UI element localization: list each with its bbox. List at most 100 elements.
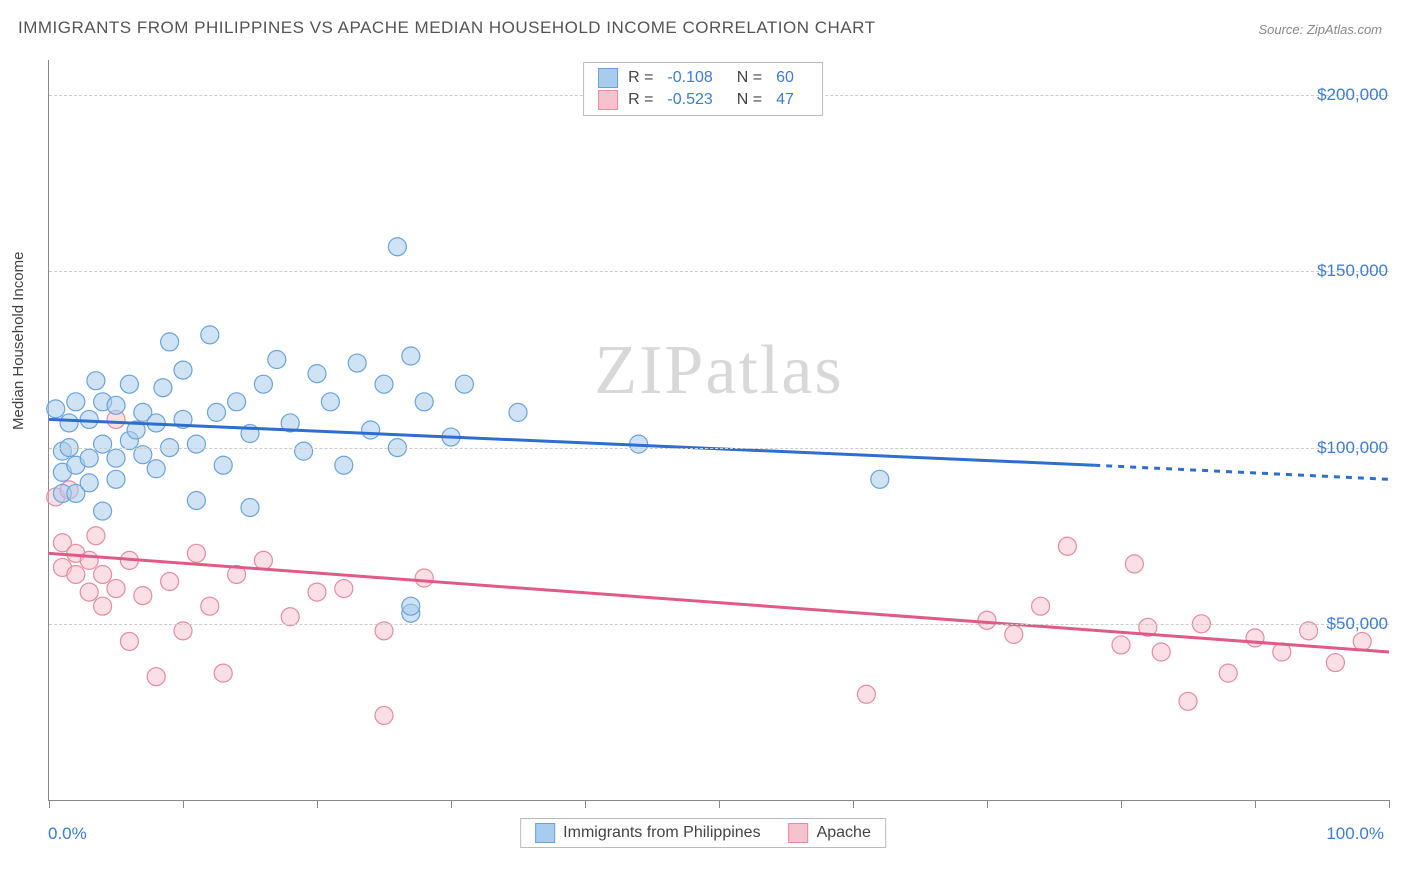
legend-item-a: Immigrants from Philippines xyxy=(535,823,760,843)
data-point xyxy=(147,668,165,686)
y-tick-label: $200,000 xyxy=(1317,85,1388,105)
legend-item-b: Apache xyxy=(789,823,871,843)
data-point xyxy=(60,414,78,432)
data-point xyxy=(362,421,380,439)
x-tick xyxy=(49,800,50,808)
data-point xyxy=(335,580,353,598)
x-tick-left: 0.0% xyxy=(48,824,87,844)
r-label-a: R = xyxy=(628,69,653,87)
data-point xyxy=(241,499,259,517)
data-point xyxy=(94,502,112,520)
data-point xyxy=(1112,636,1130,654)
n-value-a: 60 xyxy=(776,69,794,87)
data-point xyxy=(335,456,353,474)
data-point xyxy=(107,396,125,414)
data-point xyxy=(1326,654,1344,672)
x-tick xyxy=(719,800,720,808)
legend-label-b: Apache xyxy=(817,824,871,842)
data-point xyxy=(1246,629,1264,647)
data-point xyxy=(1032,597,1050,615)
series-legend: Immigrants from Philippines Apache xyxy=(520,818,886,848)
data-point xyxy=(174,361,192,379)
data-point xyxy=(87,372,105,390)
swatch-a-icon xyxy=(535,823,555,843)
data-point xyxy=(107,449,125,467)
data-point xyxy=(857,685,875,703)
swatch-a-icon xyxy=(598,68,618,88)
trend-line xyxy=(49,553,1389,652)
data-point xyxy=(1353,632,1371,650)
data-point xyxy=(455,375,473,393)
data-point xyxy=(187,435,205,453)
y-tick-label: $50,000 xyxy=(1327,614,1388,634)
data-point xyxy=(295,442,313,460)
stats-row-a: R = -0.108 N = 60 xyxy=(598,67,808,89)
data-point xyxy=(80,551,98,569)
data-point xyxy=(1005,625,1023,643)
data-point xyxy=(47,400,65,418)
x-tick xyxy=(451,800,452,808)
data-point xyxy=(208,403,226,421)
data-point xyxy=(375,375,393,393)
x-tick xyxy=(183,800,184,808)
x-tick xyxy=(317,800,318,808)
gridline xyxy=(49,271,1389,272)
data-point xyxy=(978,611,996,629)
data-point xyxy=(161,573,179,591)
x-tick xyxy=(585,800,586,808)
data-point xyxy=(120,375,138,393)
swatch-b-icon xyxy=(789,823,809,843)
data-point xyxy=(254,375,272,393)
stats-legend: R = -0.108 N = 60 R = -0.523 N = 47 xyxy=(583,62,823,116)
data-point xyxy=(201,597,219,615)
data-point xyxy=(94,435,112,453)
data-point xyxy=(161,333,179,351)
x-tick xyxy=(1121,800,1122,808)
data-point xyxy=(388,238,406,256)
x-tick xyxy=(987,800,988,808)
data-point xyxy=(67,565,85,583)
n-label-b: N = xyxy=(737,91,762,109)
data-point xyxy=(154,379,172,397)
n-value-b: 47 xyxy=(776,91,794,109)
data-point xyxy=(134,587,152,605)
data-point xyxy=(268,351,286,369)
chart-title: IMMIGRANTS FROM PHILIPPINES VS APACHE ME… xyxy=(18,18,876,38)
x-tick xyxy=(1389,800,1390,808)
data-point xyxy=(228,393,246,411)
data-point xyxy=(201,326,219,344)
legend-label-a: Immigrants from Philippines xyxy=(563,824,760,842)
data-point xyxy=(107,470,125,488)
data-point xyxy=(402,597,420,615)
data-point xyxy=(80,449,98,467)
data-point xyxy=(321,393,339,411)
scatter-svg xyxy=(49,60,1389,800)
gridline xyxy=(49,448,1389,449)
data-point xyxy=(187,544,205,562)
data-point xyxy=(214,664,232,682)
chart-container: IMMIGRANTS FROM PHILIPPINES VS APACHE ME… xyxy=(0,0,1406,892)
x-tick xyxy=(853,800,854,808)
r-label-b: R = xyxy=(628,91,653,109)
data-point xyxy=(80,474,98,492)
x-tick xyxy=(1255,800,1256,808)
data-point xyxy=(1219,664,1237,682)
data-point xyxy=(415,393,433,411)
data-point xyxy=(1125,555,1143,573)
data-point xyxy=(375,706,393,724)
data-point xyxy=(1058,537,1076,555)
data-point xyxy=(147,460,165,478)
data-point xyxy=(1179,692,1197,710)
r-value-a: -0.108 xyxy=(667,69,712,87)
source-label: Source: ZipAtlas.com xyxy=(1258,22,1382,37)
data-point xyxy=(107,580,125,598)
data-point xyxy=(509,403,527,421)
gridline xyxy=(49,624,1389,625)
data-point xyxy=(308,365,326,383)
data-point xyxy=(308,583,326,601)
trend-line xyxy=(1094,465,1389,479)
x-tick-right: 100.0% xyxy=(1326,824,1384,844)
data-point xyxy=(94,597,112,615)
y-tick-label: $150,000 xyxy=(1317,261,1388,281)
y-tick-label: $100,000 xyxy=(1317,438,1388,458)
